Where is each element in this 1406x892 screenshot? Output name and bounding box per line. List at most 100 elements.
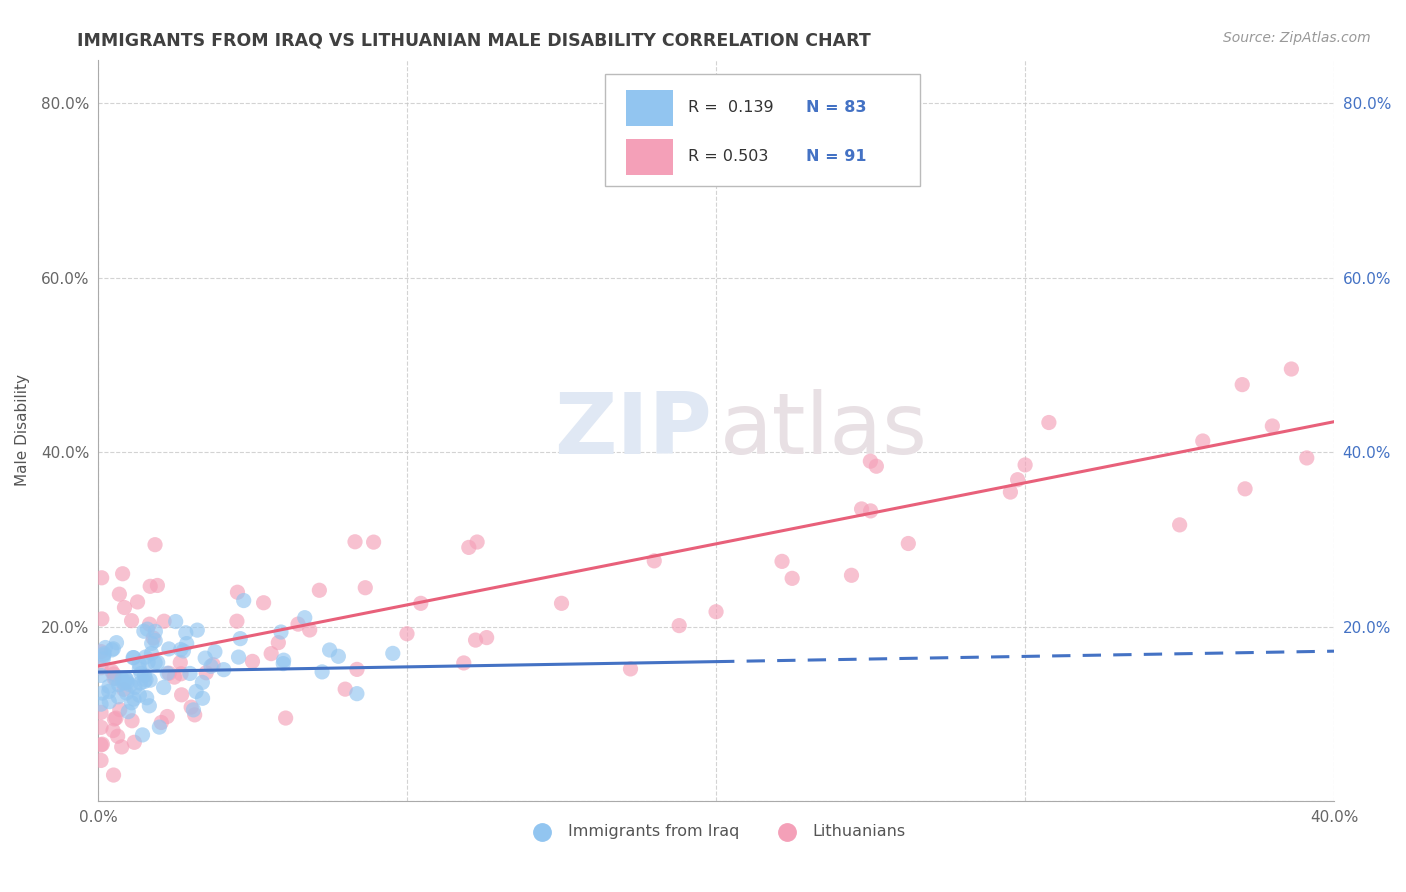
Point bbox=[1038, 416, 1060, 430]
Point bbox=[453, 656, 475, 670]
Point bbox=[157, 641, 180, 656]
Point bbox=[226, 585, 249, 599]
Point bbox=[318, 643, 340, 657]
Point bbox=[273, 653, 295, 667]
Point bbox=[115, 675, 138, 690]
Point bbox=[143, 624, 166, 639]
Point bbox=[897, 536, 920, 550]
Point bbox=[183, 703, 205, 717]
Point bbox=[94, 640, 117, 655]
Point bbox=[134, 650, 156, 665]
Point bbox=[90, 645, 112, 659]
Point bbox=[108, 587, 131, 601]
Point bbox=[122, 650, 145, 665]
Point bbox=[1007, 473, 1029, 487]
Point bbox=[101, 643, 124, 657]
Point bbox=[475, 631, 498, 645]
Point bbox=[180, 700, 202, 714]
Point bbox=[328, 649, 350, 664]
Point bbox=[143, 633, 166, 648]
Point bbox=[101, 723, 124, 738]
Point bbox=[122, 650, 145, 665]
Point bbox=[179, 666, 201, 681]
Point bbox=[121, 614, 143, 628]
Point bbox=[111, 566, 134, 581]
Point bbox=[859, 454, 882, 468]
Point bbox=[170, 642, 193, 657]
Point bbox=[395, 626, 418, 640]
Point bbox=[1295, 450, 1317, 465]
Point bbox=[91, 737, 114, 751]
Point bbox=[128, 657, 150, 671]
Point bbox=[191, 675, 214, 690]
Point bbox=[859, 504, 882, 518]
Point bbox=[260, 647, 283, 661]
Point bbox=[346, 687, 368, 701]
Point bbox=[150, 715, 173, 730]
Point bbox=[550, 596, 572, 610]
Point bbox=[274, 711, 297, 725]
Point bbox=[114, 672, 136, 686]
Point bbox=[93, 648, 115, 663]
Text: N = 91: N = 91 bbox=[806, 148, 868, 163]
Point bbox=[170, 688, 193, 702]
Point bbox=[156, 709, 179, 723]
Y-axis label: Male Disability: Male Disability bbox=[15, 375, 30, 486]
Point bbox=[146, 578, 169, 592]
Point bbox=[121, 696, 143, 710]
Point bbox=[111, 675, 134, 690]
Point bbox=[346, 662, 368, 676]
Point bbox=[90, 754, 112, 768]
Point bbox=[226, 614, 249, 628]
Point bbox=[105, 635, 128, 649]
Point bbox=[163, 670, 186, 684]
Point bbox=[90, 612, 112, 626]
Point bbox=[1234, 482, 1257, 496]
Text: N = 83: N = 83 bbox=[806, 100, 868, 115]
Point bbox=[1261, 419, 1284, 434]
Point bbox=[90, 668, 112, 682]
Text: atlas: atlas bbox=[720, 389, 928, 472]
Point bbox=[136, 622, 159, 636]
Point bbox=[704, 605, 727, 619]
Point bbox=[294, 610, 316, 624]
Point bbox=[135, 690, 157, 705]
Point bbox=[200, 659, 222, 673]
Point bbox=[136, 655, 159, 669]
Point bbox=[114, 600, 136, 615]
Point bbox=[111, 739, 134, 754]
Point bbox=[780, 571, 803, 585]
Text: Source: ZipAtlas.com: Source: ZipAtlas.com bbox=[1223, 31, 1371, 45]
Point bbox=[191, 691, 214, 706]
Point bbox=[643, 554, 665, 568]
Point bbox=[252, 596, 274, 610]
Point bbox=[103, 641, 125, 656]
Point bbox=[174, 625, 197, 640]
Point bbox=[111, 672, 134, 686]
Point bbox=[183, 707, 205, 722]
Point bbox=[112, 682, 135, 697]
Point bbox=[127, 595, 149, 609]
Point bbox=[153, 614, 176, 628]
Point bbox=[91, 686, 114, 700]
Point bbox=[1367, 406, 1389, 420]
Point bbox=[184, 684, 207, 698]
Point bbox=[108, 703, 131, 717]
Point bbox=[143, 656, 166, 670]
Point bbox=[98, 695, 121, 709]
Point bbox=[194, 651, 217, 665]
Point bbox=[141, 647, 163, 661]
Point bbox=[139, 673, 162, 688]
Point bbox=[107, 678, 129, 692]
Point bbox=[344, 534, 367, 549]
Point bbox=[103, 667, 125, 681]
Text: IMMIGRANTS FROM IRAQ VS LITHUANIAN MALE DISABILITY CORRELATION CHART: IMMIGRANTS FROM IRAQ VS LITHUANIAN MALE … bbox=[77, 31, 872, 49]
Point bbox=[103, 712, 125, 726]
Point bbox=[90, 738, 112, 752]
Point bbox=[1279, 362, 1302, 376]
Point bbox=[124, 681, 146, 695]
Point bbox=[90, 661, 112, 675]
Point bbox=[141, 636, 163, 650]
Point bbox=[138, 617, 160, 632]
Point bbox=[204, 645, 226, 659]
